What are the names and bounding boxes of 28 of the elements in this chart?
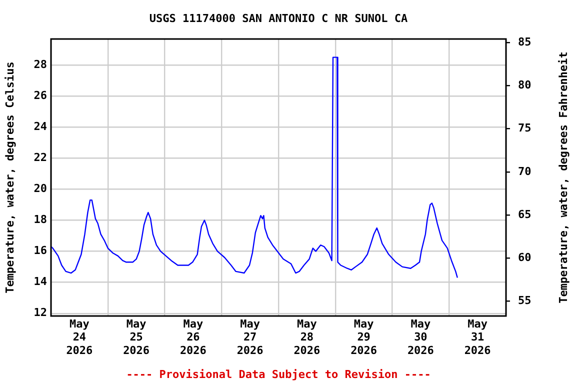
y-tick-label: 18 bbox=[34, 213, 47, 226]
y-tick-label: 20 bbox=[34, 182, 47, 196]
y2-tick-label: 80 bbox=[518, 78, 532, 92]
y-tick-label: 12 bbox=[34, 306, 47, 320]
x-tick-label: May 25 2026 bbox=[123, 317, 150, 357]
y-tick-label: 26 bbox=[34, 88, 48, 102]
y-axis-title: Temperature, water, degrees Celsius bbox=[3, 62, 16, 294]
x-tick-label: May 31 2026 bbox=[464, 317, 492, 357]
x-tick-label: May 28 2026 bbox=[294, 317, 321, 357]
x-tick-label: May 27 2026 bbox=[236, 317, 264, 357]
x-tick-label: May 26 2026 bbox=[180, 317, 207, 357]
y-tick-label: 14 bbox=[34, 275, 48, 288]
y2-tick-label: 70 bbox=[518, 164, 532, 178]
y2-tick-label: 65 bbox=[518, 208, 532, 221]
text: ---- Provisional Data Subject to Revision ---- bbox=[126, 368, 431, 381]
y2-tick-label: 55 bbox=[518, 294, 532, 308]
y2-tick-label: 60 bbox=[518, 251, 532, 264]
x-tick-label: May 24 2026 bbox=[66, 317, 94, 357]
y2-axis-title: Temperature, water, degrees Fahrenheit bbox=[556, 52, 570, 304]
y-tick-label: 24 bbox=[34, 120, 48, 134]
y-tick-label: 22 bbox=[34, 151, 47, 164]
x-tick-label: May 29 2026 bbox=[350, 317, 378, 357]
chart-title: USGS 11174000 SAN ANTONIO C NR SUNOL CA bbox=[149, 12, 408, 25]
x-tick-label: May 30 2026 bbox=[407, 317, 434, 357]
y2-tick-label: 75 bbox=[518, 122, 532, 135]
y-tick-label: 16 bbox=[34, 244, 48, 258]
y2-tick-label: 85 bbox=[518, 35, 532, 48]
y-tick-label: 28 bbox=[34, 58, 47, 71]
